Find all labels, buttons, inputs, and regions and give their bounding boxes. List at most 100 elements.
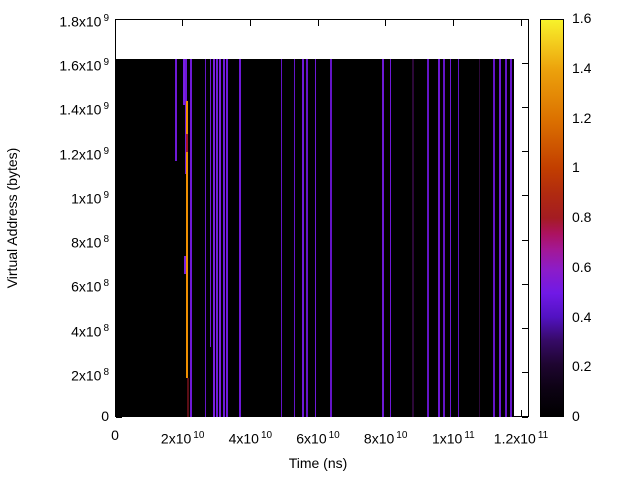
heatmap-event-line — [175, 59, 177, 161]
heatmap-event-line — [499, 59, 501, 417]
x-axis-tick-bottom — [114, 410, 116, 416]
colorbar-gradient — [540, 19, 564, 417]
x-axis-tick-label: 1.2x10 11 — [493, 430, 549, 447]
y-axis-tick-label: 1.6x10 9 — [59, 57, 109, 74]
y-axis-tick-label: 6x10 8 — [71, 278, 109, 295]
y-axis-tick-label: 1.4x10 9 — [59, 101, 109, 119]
y-axis-tick-right — [522, 372, 528, 374]
x-axis-tick-label: 8x10 10 — [363, 430, 408, 447]
x-axis-tick-bottom — [182, 410, 184, 416]
colorbar-tick-label: 1 — [572, 159, 580, 176]
x-axis-tick-label: 0 — [111, 427, 119, 443]
colorbar-tick-label: 0.8 — [572, 209, 592, 225]
x-axis-tick-bottom — [452, 410, 454, 416]
y-axis-tick-left — [116, 106, 122, 108]
x-axis-tick-label: 1x10 11 — [431, 430, 475, 447]
x-axis-tick-bottom — [249, 410, 251, 416]
heatmap-event-line — [306, 59, 308, 417]
heatmap-event-line — [186, 100, 189, 379]
y-axis-tick-label: 2x10 8 — [71, 366, 109, 384]
heatmap-event-line — [209, 59, 212, 347]
y-axis-tick-right — [522, 239, 528, 241]
y-axis-tick-right — [522, 62, 528, 64]
heatmap-event-line — [510, 59, 512, 417]
y-axis-tick-left — [116, 195, 122, 197]
y-axis-tick-right — [522, 18, 528, 20]
heatmap-event-line — [225, 59, 228, 417]
heatmap-event-line — [216, 59, 218, 417]
heatmap-event-line — [280, 59, 283, 417]
heatmap-event-line — [449, 59, 452, 417]
colorbar-tick-label: 0.4 — [572, 308, 592, 325]
heatmap-event-line — [218, 59, 222, 417]
y-axis-tick-left — [116, 416, 122, 418]
heatmap-event-line — [204, 59, 207, 417]
x-axis-tick-label: 6x10 10 — [296, 430, 340, 447]
y-axis-tick-label: 0 — [101, 408, 109, 424]
heatmap-event-line — [427, 59, 429, 417]
heatmap-event-line — [330, 59, 332, 417]
heatmap-event-line — [239, 59, 241, 417]
heatmap-event-line — [185, 59, 188, 174]
x-axis-tick-bottom — [520, 410, 522, 416]
heatmap-event-line — [505, 59, 507, 417]
y-axis-tick-left — [116, 62, 122, 64]
y-axis-tick-left — [116, 151, 122, 153]
x-axis-tick-top — [385, 20, 387, 26]
y-axis-title: Virtual Address (bytes) — [4, 147, 20, 289]
heatmap-event-line — [184, 256, 188, 274]
heatmap-event-line — [190, 59, 192, 417]
y-axis-tick-label: 1x10 9 — [71, 189, 109, 207]
y-axis-tick-right — [522, 328, 528, 330]
heatmap-event-line — [389, 59, 392, 417]
y-axis-tick-right — [522, 151, 528, 153]
colorbar-tick-label: 0 — [572, 408, 580, 424]
x-axis-tick-label: 4x10 10 — [228, 430, 273, 447]
y-axis-tick-label: 4x10 8 — [71, 322, 109, 340]
x-axis-tick-top — [182, 20, 184, 26]
x-axis-tick-top — [520, 20, 522, 26]
colorbar-tick-label: 1.4 — [572, 59, 592, 76]
heatmap-event-line — [223, 59, 225, 417]
x-axis-tick-top — [452, 20, 454, 26]
heatmap-event-line — [212, 59, 216, 417]
y-axis-tick-right — [522, 195, 528, 197]
heatmap-event-line — [302, 59, 304, 417]
heatmap-event-line — [293, 59, 296, 417]
heatmap-event-line — [186, 133, 189, 152]
y-axis-tick-left — [116, 18, 122, 20]
heatmap-event-line — [478, 59, 481, 417]
heatmap-event-line — [187, 378, 189, 417]
heatmap-event-line — [493, 59, 495, 417]
x-axis-tick-label: 2x10 10 — [160, 430, 205, 447]
y-axis-tick-right — [522, 283, 528, 285]
y-axis-tick-right — [522, 416, 528, 418]
y-axis-tick-label: 1.8x10 9 — [59, 13, 109, 30]
heatmap-event-line — [443, 59, 445, 417]
y-axis-tick-label: 8x10 8 — [71, 234, 109, 251]
colorbar-tick-label: 1.6 — [572, 10, 592, 26]
heatmap-event-line — [438, 59, 440, 417]
y-axis-tick-label: 1.2x10 9 — [59, 145, 109, 163]
heatmap-event-line — [412, 59, 414, 417]
heatmap-event-line — [457, 59, 460, 417]
y-axis-tick-left — [116, 283, 122, 285]
y-axis-tick-left — [116, 328, 122, 330]
y-axis-tick-right — [522, 106, 528, 108]
y-axis-tick-left — [116, 239, 122, 241]
y-axis-tick-left — [116, 372, 122, 374]
x-axis-title: Time (ns) — [288, 455, 348, 471]
heatmap-event-line — [314, 59, 317, 417]
x-axis-tick-top — [317, 20, 319, 26]
x-axis-tick-top — [114, 20, 116, 26]
x-axis-tick-top — [249, 20, 251, 26]
heatmap-data-region — [115, 59, 514, 417]
colorbar-tick-label: 0.2 — [572, 358, 592, 375]
x-axis-tick-bottom — [317, 410, 319, 416]
colorbar-tick-label: 0.6 — [572, 258, 592, 275]
x-axis-tick-bottom — [385, 410, 387, 416]
colorbar-tick-label: 1.2 — [572, 109, 592, 126]
